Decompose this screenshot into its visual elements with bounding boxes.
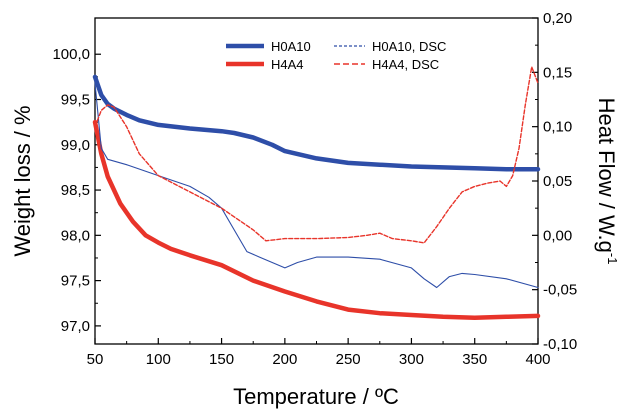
legend: H0A10 H4A4 H0A10, DSC H4A4, DSC xyxy=(226,39,446,72)
left-tick-label: 97,0 xyxy=(61,318,90,335)
legend-label-h4a4-dsc: H4A4, DSC xyxy=(372,57,439,72)
series-line-h0a10 xyxy=(92,74,541,172)
legend-label-h0a10: H0A10 xyxy=(271,39,311,54)
right-axis-ticks: -0,10 -0,05 0,00 0,05 0,10 0,15 0,20 xyxy=(532,10,577,353)
left-axis-title: Weight loss / % xyxy=(10,105,35,256)
x-tick-label: 150 xyxy=(209,351,234,368)
right-axis-title: Heat Flow / W.g-1 xyxy=(594,98,620,265)
x-tick-label: 100 xyxy=(146,351,171,368)
x-axis-ticks: 50 100 150 200 250 300 350 400 xyxy=(87,338,551,368)
series-line-h0a10-dsc xyxy=(94,82,539,289)
legend-label-h0a10-dsc: H0A10, DSC xyxy=(372,39,446,54)
left-axis-ticks: 97,0 97,5 98,0 98,5 99,0 99,5 100,0 xyxy=(52,46,101,335)
right-axis-title-main: Heat Flow / W.g xyxy=(594,98,619,253)
plot-frame xyxy=(94,17,539,345)
left-tick-label: 98,5 xyxy=(61,182,90,199)
left-tick-label: 99,5 xyxy=(61,92,90,109)
x-tick-label: 250 xyxy=(336,351,361,368)
x-axis-title: Temperature / ºC xyxy=(233,384,399,409)
legend-label-h4a4: H4A4 xyxy=(271,57,304,72)
left-tick-label: 99,0 xyxy=(61,137,90,154)
left-tick-label: 100,0 xyxy=(52,46,90,63)
x-tick-label: 50 xyxy=(87,351,104,368)
right-tick-label: -0,10 xyxy=(543,336,577,353)
left-tick-label: 97,5 xyxy=(61,273,90,290)
right-tick-label: 0,15 xyxy=(543,64,572,81)
series-line-h4a4-dsc xyxy=(94,66,539,244)
x-tick-label: 350 xyxy=(462,351,487,368)
series-layer xyxy=(92,66,541,320)
right-axis-title-superscript: -1 xyxy=(605,253,620,265)
right-tick-label: 0,10 xyxy=(543,119,572,136)
right-tick-label: 0,05 xyxy=(543,173,572,190)
x-tick-label: 400 xyxy=(525,351,550,368)
x-tick-label: 200 xyxy=(272,351,297,368)
right-tick-label: 0,20 xyxy=(543,10,572,27)
right-tick-label: 0,00 xyxy=(543,227,572,244)
series-line-h4a4 xyxy=(92,119,541,320)
right-axis-title-group: Heat Flow / W.g-1 xyxy=(594,98,620,265)
left-tick-label: 98,0 xyxy=(61,227,90,244)
x-tick-label: 300 xyxy=(399,351,424,368)
right-tick-label: -0,05 xyxy=(543,282,577,299)
